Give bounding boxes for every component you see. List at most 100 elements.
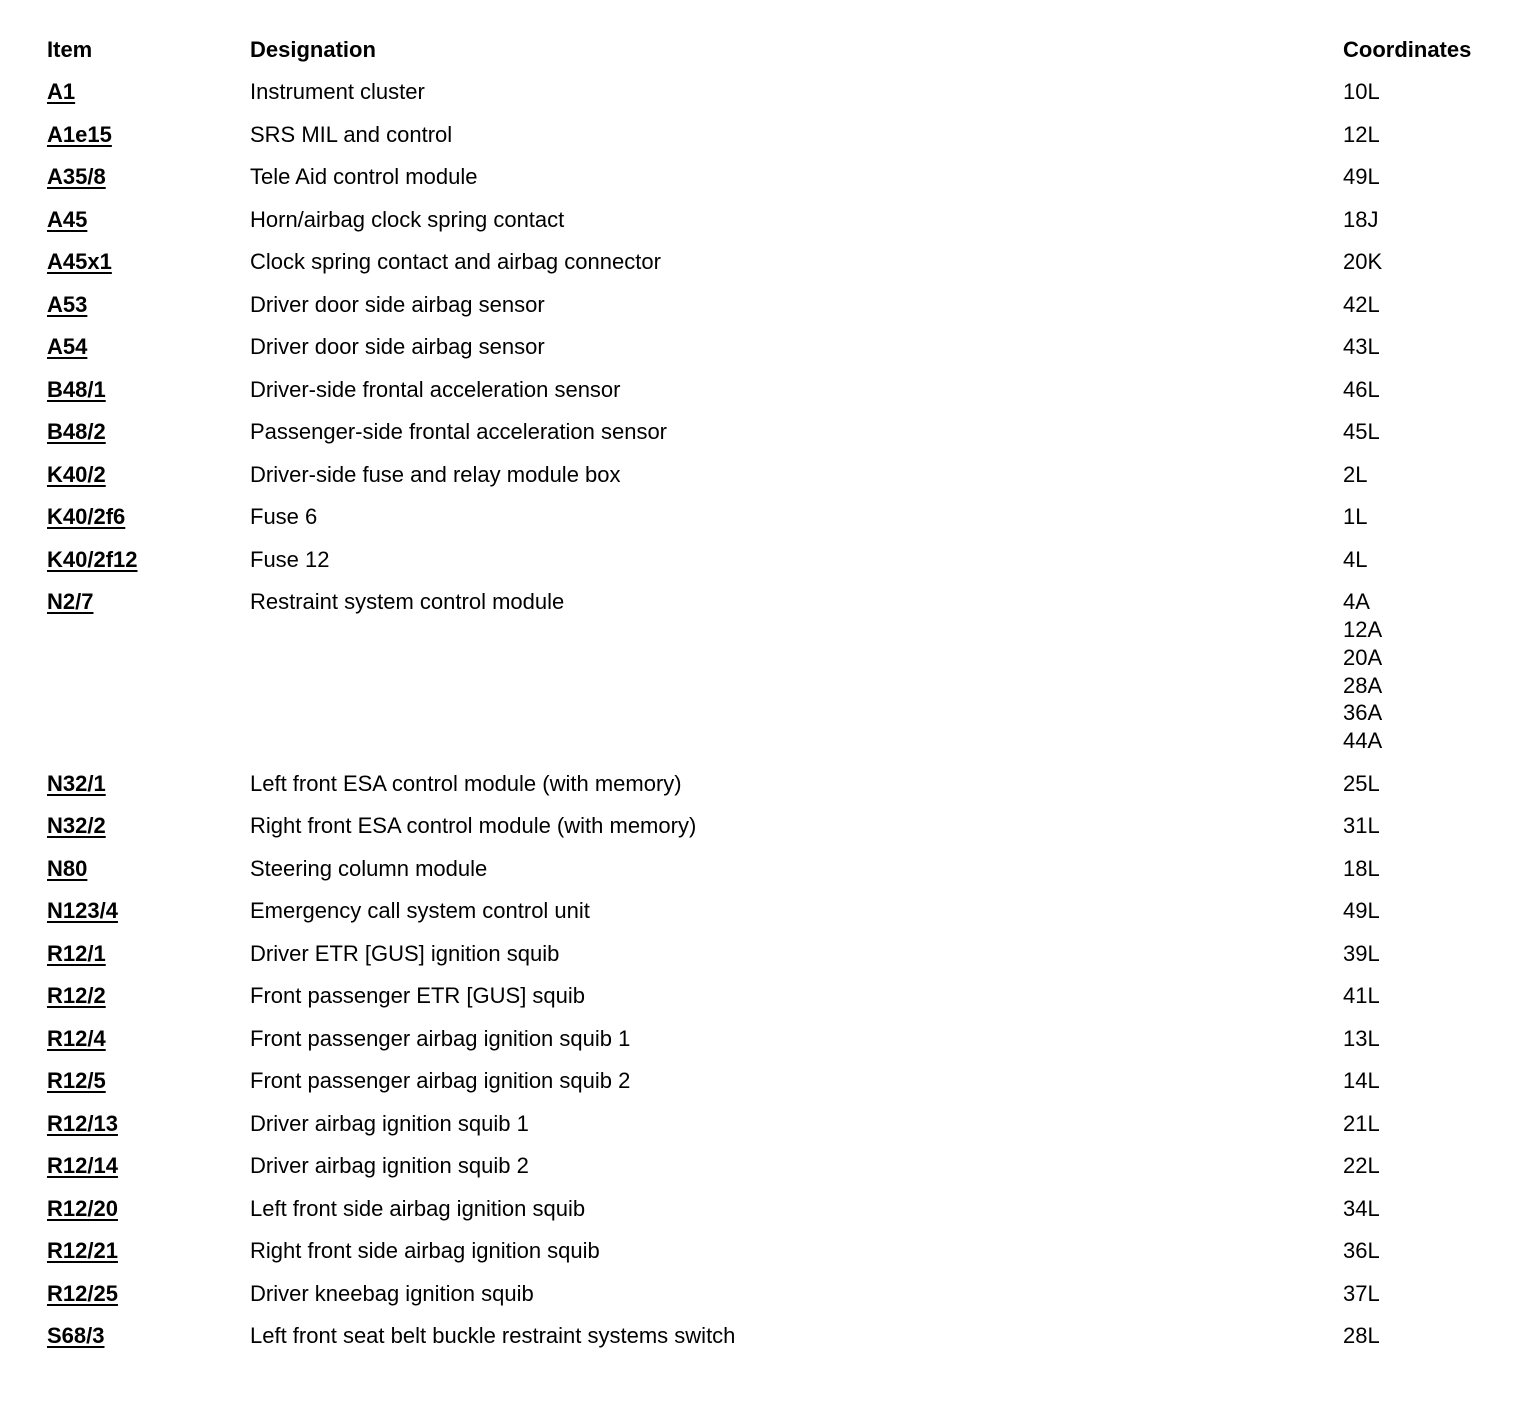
- item-cell: R12/13: [47, 1110, 250, 1138]
- coordinates-cell: 14L: [1343, 1067, 1507, 1095]
- table-row: N80 Steering column module 18L: [47, 855, 1507, 897]
- coordinate-value: 45L: [1343, 419, 1380, 445]
- item-link[interactable]: A35/8: [47, 164, 106, 190]
- item-link[interactable]: R12/14: [47, 1153, 118, 1179]
- item-cell: B48/1: [47, 376, 250, 404]
- item-link[interactable]: R12/2: [47, 983, 106, 1009]
- coordinate-value: 42L: [1343, 291, 1380, 317]
- table-row: R12/14 Driver airbag ignition squib 2 22L: [47, 1152, 1507, 1194]
- item-cell: N32/2: [47, 812, 250, 840]
- item-link[interactable]: R12/5: [47, 1068, 106, 1094]
- coordinates-cell: 25L: [1343, 770, 1507, 798]
- item-cell: N123/4: [47, 897, 250, 925]
- item-link[interactable]: A1: [47, 79, 76, 105]
- coordinate-value: 41L: [1343, 983, 1380, 1009]
- item-cell: R12/4: [47, 1025, 250, 1053]
- coordinate-value: 10L: [1343, 79, 1380, 105]
- item-cell: R12/21: [47, 1237, 250, 1265]
- table-row: A1 Instrument cluster 10L: [47, 78, 1507, 120]
- table-row: R12/20 Left front side airbag ignition sq…: [47, 1195, 1507, 1237]
- designation-cell: Driver ETR [GUS] ignition squib: [250, 940, 560, 966]
- item-cell: K40/2f12: [47, 546, 250, 574]
- item-link[interactable]: A45x1: [47, 249, 112, 275]
- item-link[interactable]: B48/2: [47, 419, 106, 445]
- item-link[interactable]: R12/25: [47, 1280, 118, 1306]
- header-item: Item: [47, 37, 93, 62]
- coordinates-cell: 22L: [1343, 1152, 1507, 1180]
- coordinate-value: 1L: [1343, 504, 1368, 530]
- table-row: B48/1 Driver-side frontal acceleration se…: [47, 376, 1507, 418]
- coordinates-cell: 13L: [1343, 1025, 1507, 1053]
- table-row: K40/2f6 Fuse 6 1L: [47, 503, 1507, 545]
- item-cell: S68/3: [47, 1322, 250, 1350]
- item-link[interactable]: R12/4: [47, 1025, 106, 1051]
- table-row: R12/13 Driver airbag ignition squib 1 21L: [47, 1110, 1507, 1152]
- item-link[interactable]: B48/1: [47, 376, 106, 402]
- designation-cell: Driver-side fuse and relay module box: [250, 461, 621, 487]
- designation-cell: Fuse 12: [250, 546, 330, 572]
- item-link[interactable]: R12/21: [47, 1238, 118, 1264]
- table-row: K40/2f12 Fuse 12 4L: [47, 546, 1507, 588]
- item-link[interactable]: K40/2f12: [47, 546, 138, 572]
- coordinate-value: 25L: [1343, 770, 1380, 796]
- item-link[interactable]: N32/2: [47, 813, 106, 839]
- coordinates-cell: 10L: [1343, 78, 1507, 106]
- coordinate-value: 13L: [1343, 1025, 1380, 1051]
- designation-cell: Right front side airbag ignition squib: [250, 1238, 600, 1264]
- coordinate-value: 36L: [1343, 1238, 1380, 1264]
- item-link[interactable]: K40/2f6: [47, 504, 126, 530]
- designation-cell: Left front seat belt buckle restraint sy…: [250, 1323, 736, 1349]
- item-link[interactable]: K40/2: [47, 461, 106, 487]
- item-link[interactable]: R12/1: [47, 940, 106, 966]
- table-row: A1e15 SRS MIL and control 12L: [47, 121, 1507, 163]
- item-link[interactable]: N123/4: [47, 898, 118, 924]
- item-cell: R12/2: [47, 982, 250, 1010]
- designation-cell: Steering column module: [250, 855, 488, 881]
- designation-cell: Right front ESA control module (with mem…: [250, 813, 697, 839]
- coordinate-value: 14L: [1343, 1068, 1380, 1094]
- designation-cell: Passenger-side frontal acceleration sens…: [250, 419, 668, 445]
- item-cell: R12/25: [47, 1280, 250, 1308]
- item-link[interactable]: N2/7: [47, 589, 94, 615]
- item-link[interactable]: R12/13: [47, 1110, 118, 1136]
- coordinates-cell: 31L: [1343, 812, 1507, 840]
- designation-cell: Left front ESA control module (with memo…: [250, 770, 682, 796]
- designation-cell: Front passenger airbag ignition squib 2: [250, 1068, 631, 1094]
- coordinate-value: 28L: [1343, 1323, 1380, 1349]
- table-row: A45x1 Clock spring contact and airbag con…: [47, 248, 1507, 290]
- designation-cell: Restraint system control module: [250, 589, 565, 615]
- item-link[interactable]: N32/1: [47, 770, 106, 796]
- item-link[interactable]: A54: [47, 334, 88, 360]
- coordinate-value: 49L: [1343, 164, 1380, 190]
- coordinate-value: 36A: [1343, 700, 1383, 726]
- coordinates-cell: 41L: [1343, 982, 1507, 1010]
- item-cell: A54: [47, 333, 250, 361]
- item-cell: R12/1: [47, 940, 250, 968]
- table-row: K40/2 Driver-side fuse and relay module b…: [47, 461, 1507, 503]
- coordinates-cell: 2L: [1343, 461, 1507, 489]
- item-link[interactable]: R12/20: [47, 1195, 118, 1221]
- item-link[interactable]: A45: [47, 206, 88, 232]
- item-cell: A53: [47, 291, 250, 319]
- item-link[interactable]: N80: [47, 855, 88, 881]
- item-link[interactable]: A53: [47, 291, 88, 317]
- item-cell: R12/14: [47, 1152, 250, 1180]
- designation-cell: Clock spring contact and airbag connecto…: [250, 249, 661, 275]
- table-row: R12/1 Driver ETR [GUS] ignition squib 39L: [47, 940, 1507, 982]
- table-row: A54 Driver door side airbag sensor 43L: [47, 333, 1507, 375]
- coordinate-value: 43L: [1343, 334, 1380, 360]
- designation-cell: Emergency call system control unit: [250, 898, 590, 924]
- coordinate-value: 18L: [1343, 855, 1380, 881]
- coordinate-value: 31L: [1343, 813, 1380, 839]
- coordinates-cell: 39L: [1343, 940, 1507, 968]
- item-cell: A1: [47, 78, 250, 106]
- designation-cell: Front passenger ETR [GUS] squib: [250, 983, 586, 1009]
- coordinate-value: 4A: [1343, 589, 1370, 615]
- item-link[interactable]: S68/3: [47, 1323, 105, 1349]
- item-link[interactable]: A1e15: [47, 121, 112, 147]
- table-row: N2/7 Restraint system control module 4A 12A…: [47, 588, 1507, 769]
- designation-cell: Driver airbag ignition squib 1: [250, 1110, 529, 1136]
- coordinates-cell: 28L: [1343, 1322, 1507, 1350]
- coordinates-cell: 21L: [1343, 1110, 1507, 1138]
- coordinates-cell: 18L: [1343, 855, 1507, 883]
